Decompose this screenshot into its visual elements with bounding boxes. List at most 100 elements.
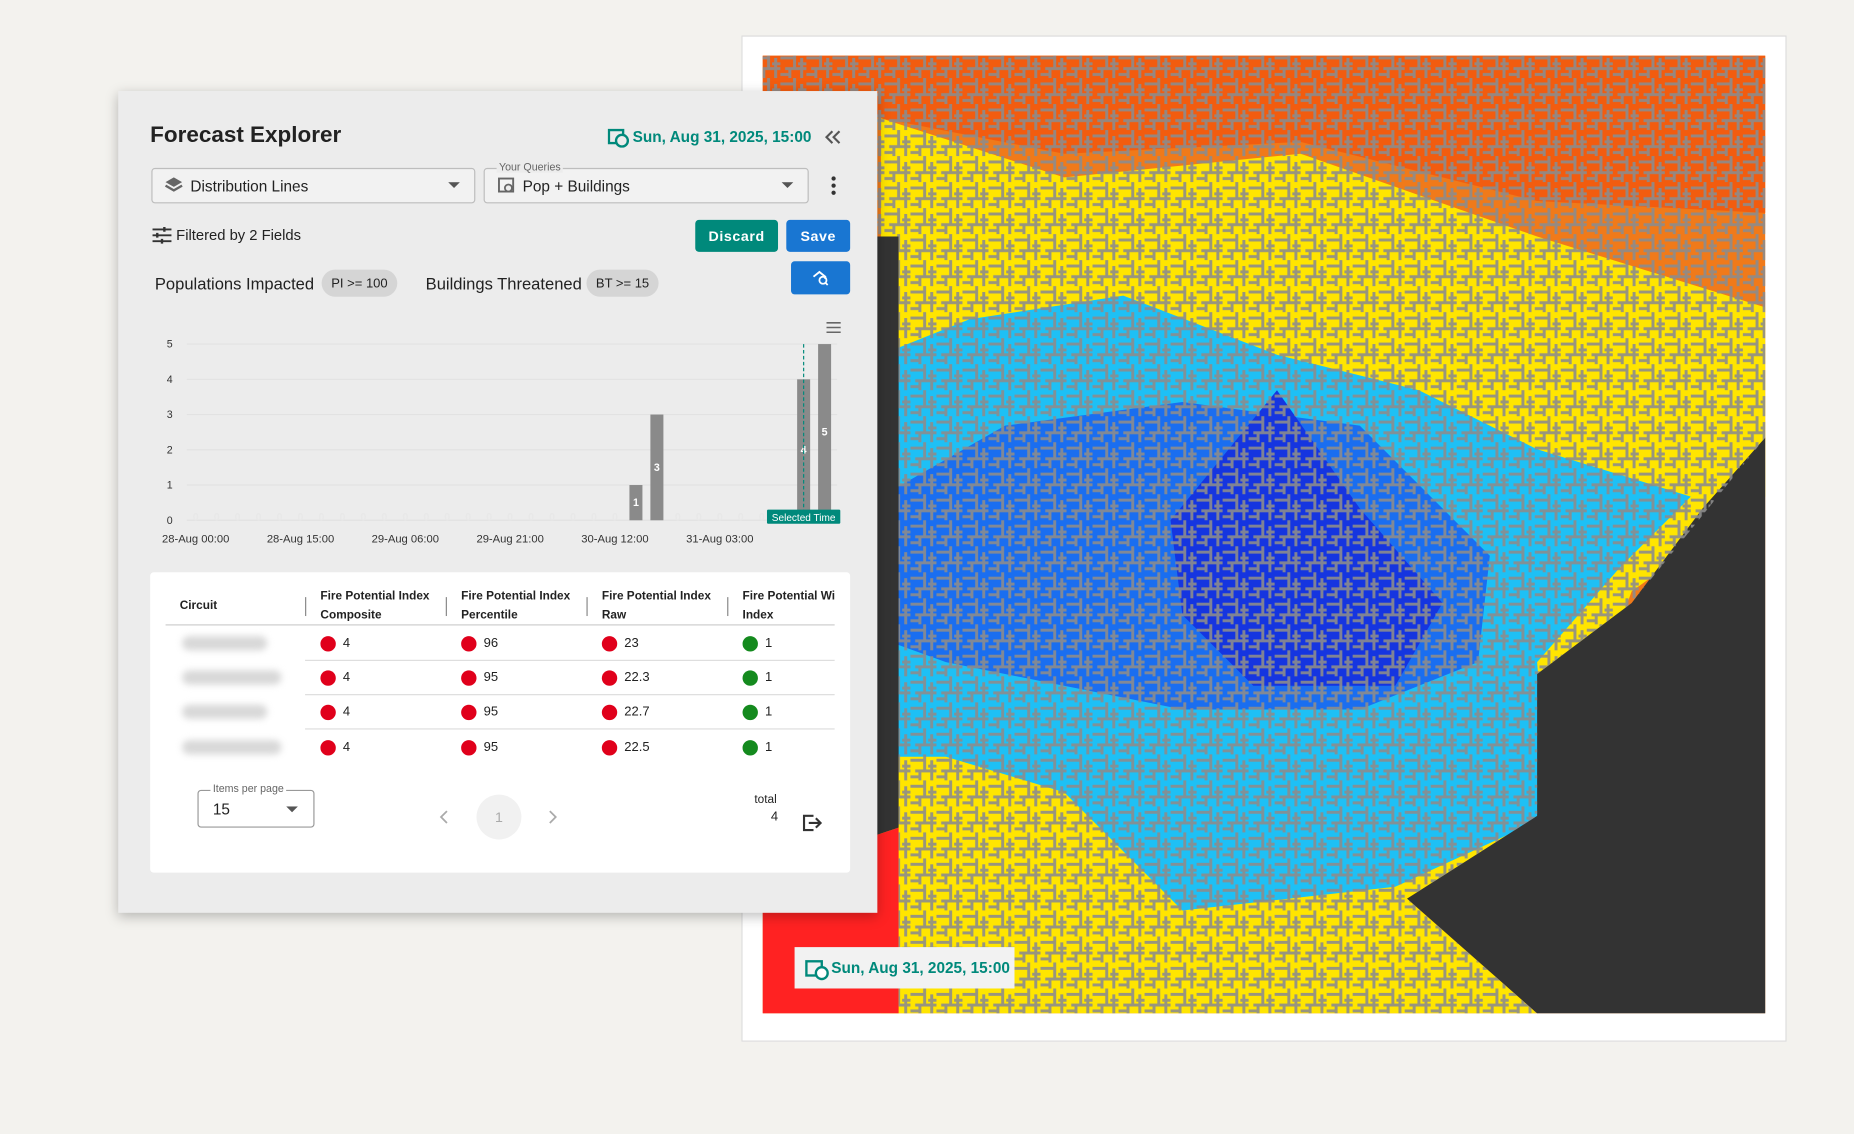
table-cell: 1	[742, 668, 772, 687]
chart-menu[interactable]	[826, 322, 841, 334]
data-label: 0	[549, 511, 555, 523]
circuit-name-redacted	[182, 740, 282, 755]
status-dot	[320, 704, 336, 720]
panel-title: Forecast Explorer	[150, 122, 342, 148]
selected-time-badge	[766, 509, 841, 524]
next-page[interactable]	[546, 810, 558, 824]
data-label: 0	[339, 511, 345, 523]
y-tick-label: 4	[167, 374, 173, 386]
column-header: Fire Potential Index Percentile	[461, 590, 571, 622]
status-dot	[320, 669, 336, 686]
export-button[interactable]	[802, 813, 823, 832]
x-tick-label: 29-Aug 21:00	[476, 534, 543, 546]
status-dot	[601, 739, 618, 755]
data-label: 0	[507, 511, 513, 523]
circuit-name-redacted	[182, 704, 268, 719]
current-page[interactable]: 1	[476, 794, 522, 840]
filter-chip[interactable]: BT >= 15	[586, 269, 659, 297]
data-label: 0	[214, 511, 220, 523]
x-tick-label: 30-Aug 12:00	[581, 534, 648, 546]
status-dot	[742, 739, 758, 755]
data-label: 0	[717, 511, 723, 523]
data-label: 0	[570, 511, 576, 523]
column-header: Fire Potential Index Composite	[320, 590, 430, 622]
cell-value: 23	[624, 636, 639, 651]
table-cell: 22.5	[601, 738, 650, 757]
status-dot	[461, 739, 477, 755]
data-label: 0	[591, 511, 597, 523]
cell-value: 95	[483, 704, 499, 719]
status-dot	[461, 669, 477, 686]
column-header: Circuit	[179, 599, 218, 613]
map-time-badge	[794, 947, 1015, 989]
table-cell: 1	[742, 702, 773, 721]
layer-value: Distribution Lines	[190, 176, 309, 195]
data-label: 0	[256, 511, 262, 523]
filter-summary: Filtered by 2 Fields	[176, 227, 302, 244]
column-divider	[445, 597, 447, 617]
table-cell: 23	[601, 634, 639, 653]
column-divider	[727, 597, 729, 617]
cell-value: 4	[342, 636, 351, 651]
layers-icon	[164, 177, 183, 192]
cell-value: 22.7	[624, 704, 650, 719]
table-cell: 4	[320, 634, 350, 653]
data-label: 0	[402, 511, 408, 523]
save-button[interactable]: Save	[786, 219, 851, 252]
prev-page[interactable]	[439, 810, 451, 824]
data-label: 0	[423, 511, 429, 523]
query-label: Your Queries	[496, 160, 564, 173]
cell-value: 22.5	[624, 740, 650, 755]
query-value: Pop + Buildings	[522, 176, 630, 195]
row-rule	[305, 659, 835, 661]
filter-label: Buildings Threatened	[425, 274, 582, 294]
status-dot	[742, 669, 758, 686]
results-table: Circuit Fire Potential Index Composite Fir…	[165, 584, 835, 761]
data-label: 0	[738, 511, 744, 523]
cell-value: 1	[765, 740, 773, 755]
data-label: 0	[465, 511, 471, 523]
forecast-time: Sun, Aug 31, 2025, 15:00	[632, 127, 812, 146]
y-tick-label: 3	[167, 409, 173, 421]
x-tick-label: 28-Aug 15:00	[267, 534, 334, 546]
layer-select[interactable]: Distribution Lines	[151, 167, 476, 204]
data-label: 0	[360, 511, 366, 523]
table-cell: 95	[461, 668, 498, 687]
chart: 0 1 2 3 4 5 28-Aug 00:00 0 0 0 0 0 28-Aug 15:00 0 0 0 0 0…	[162, 322, 841, 546]
data-label: 0	[193, 511, 199, 523]
bar	[629, 485, 643, 521]
items-per-page-label: Items per page	[210, 782, 287, 795]
time-icon	[607, 128, 630, 148]
table-cell: 22.3	[601, 668, 650, 687]
status-dot	[320, 739, 336, 755]
column-divider	[586, 597, 588, 617]
items-per-page-select[interactable]: Items per page 15	[197, 782, 315, 828]
query-select[interactable]: Your Queries Pop + Buildings	[483, 160, 809, 204]
cell-value: 1	[765, 704, 773, 719]
bar	[797, 379, 811, 521]
collapse-button[interactable]	[823, 128, 842, 147]
data-label: 0	[696, 511, 702, 523]
header-rule	[165, 624, 835, 626]
status-dot	[461, 704, 477, 720]
x-tick-label: 28-Aug 00:00	[162, 534, 229, 546]
search-button[interactable]	[791, 261, 851, 295]
table-cell: 22.7	[601, 702, 650, 721]
data-label: 0	[444, 511, 450, 523]
data-label: 0	[759, 511, 765, 523]
filter-chip[interactable]: PI >= 100	[321, 269, 398, 297]
more-menu[interactable]	[828, 175, 840, 196]
map-time-icon	[805, 960, 829, 981]
map-time: Sun, Aug 31, 2025, 15:00	[831, 960, 1010, 977]
bar	[818, 344, 832, 521]
x-tick-label: 31-Aug 03:00	[686, 534, 753, 546]
cell-value: 95	[483, 740, 499, 755]
data-label: 1	[633, 497, 639, 509]
data-label: 0	[277, 511, 283, 523]
table-cell: 1	[742, 634, 773, 653]
discard-button[interactable]: Discard	[695, 219, 779, 252]
dropdown-arrow	[781, 182, 794, 189]
query-icon	[498, 177, 515, 193]
cell-value: 1	[765, 636, 773, 651]
